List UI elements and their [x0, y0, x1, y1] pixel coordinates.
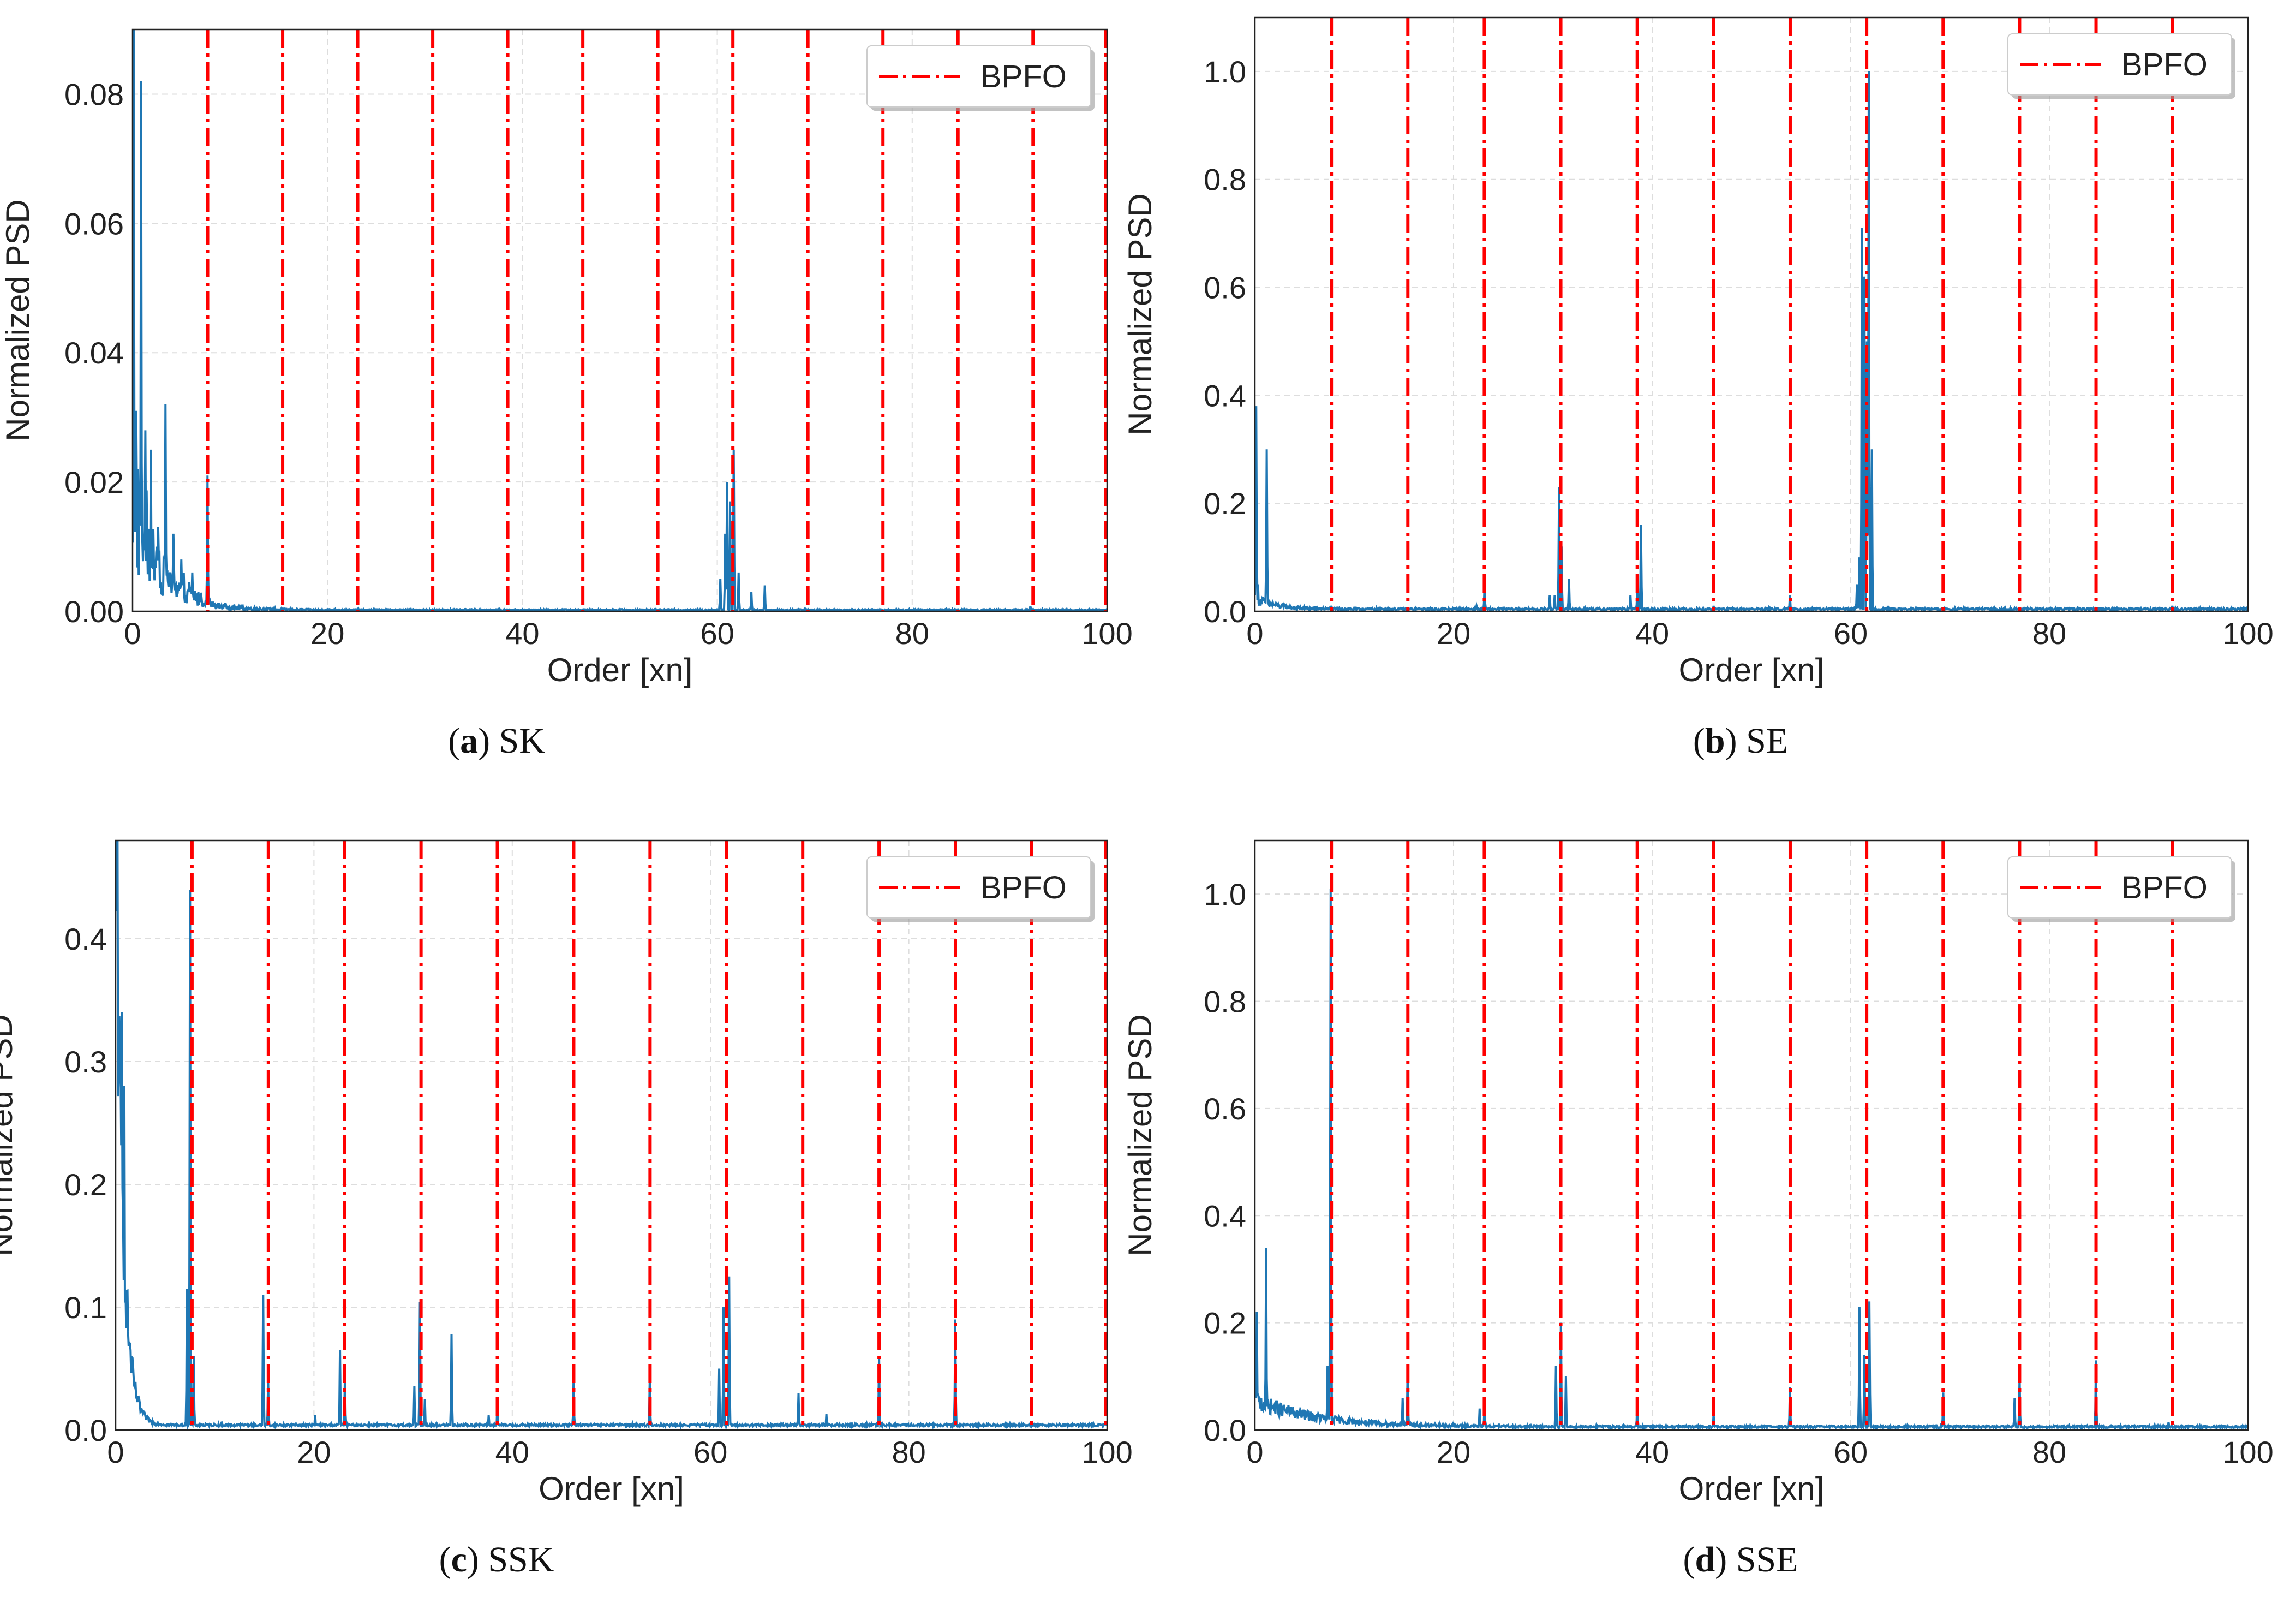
- x-tick-label: 60: [693, 1435, 727, 1469]
- y-axis-label: Normalized PSD: [1122, 1014, 1158, 1256]
- caption-c-text: SSK: [488, 1540, 554, 1580]
- y-axis-label: Normalized PSD: [0, 199, 36, 441]
- chart-c: 0 20 40 60 80 100 0.0 0.1 0.2 0.3 0.4 Order [xn] Nor…: [0, 839, 1133, 1507]
- spectrum-line-b: [1255, 71, 2248, 611]
- bpfo-lines-c: [190, 841, 1107, 1430]
- y-tick-label: 1.0: [1204, 877, 1246, 911]
- x-tick-label: 100: [2222, 1435, 2273, 1469]
- x-tick-label: 80: [2032, 616, 2066, 651]
- legend-c: BPFO: [866, 856, 1095, 922]
- x-tick-label: 80: [892, 1435, 925, 1469]
- caption-a-text: SK: [499, 721, 545, 761]
- caption-d-label: d: [1695, 1540, 1715, 1580]
- y-tick-label: 0.2: [64, 1167, 107, 1202]
- x-tick-label: 40: [1635, 1435, 1669, 1469]
- bpfo-lines-d: [1330, 841, 2174, 1430]
- legend-d: BPFO: [2007, 856, 2235, 922]
- x-tick-label: 100: [1081, 616, 1132, 651]
- x-tick-label: 40: [1635, 616, 1669, 651]
- legend-label: BPFO: [980, 59, 1067, 94]
- caption-c: (c) SSK: [439, 1540, 554, 1580]
- x-tick-label: 20: [297, 1435, 331, 1469]
- x-tick-label: 60: [1834, 1435, 1868, 1469]
- x-axis-label: Order [xn]: [1679, 1470, 1825, 1507]
- y-tick-label: 0.4: [1204, 1199, 1246, 1233]
- y-tick-label: 0.2: [1204, 1306, 1246, 1340]
- legend-box: [2007, 33, 2232, 96]
- legend-b: BPFO: [2007, 33, 2235, 99]
- x-tick-label: 20: [310, 616, 344, 651]
- x-tick-label: 20: [1437, 616, 1470, 651]
- x-tick-label: 100: [2222, 616, 2273, 651]
- y-tick-label: 0.2: [1204, 486, 1246, 521]
- caption-d-text: SSE: [1736, 1540, 1798, 1580]
- x-axis-label: Order [xn]: [1679, 652, 1825, 688]
- x-tick-label: 100: [1081, 1435, 1132, 1469]
- x-axis-label: Order [xn]: [547, 652, 693, 688]
- x-tick-label: 80: [895, 616, 929, 651]
- grid-a: [132, 29, 1108, 612]
- legend-label: BPFO: [2121, 870, 2208, 905]
- legend-box: [866, 856, 1091, 919]
- x-tick-label: 60: [700, 616, 734, 651]
- y-tick-label: 0.3: [64, 1045, 107, 1079]
- grid-d: [1254, 841, 2249, 1431]
- spectrum-line-c: [116, 841, 1107, 1430]
- x-axis-label: Order [xn]: [539, 1470, 684, 1507]
- y-tick-label: 0.0: [1204, 594, 1246, 629]
- x-tick-label: 60: [1834, 616, 1868, 651]
- chart-b: 0 20 40 60 80 100 0.0 0.2 0.4 0.6 0.8 1.0 Order [xn]…: [1122, 16, 2274, 688]
- y-tick-label: 0.4: [1204, 378, 1246, 413]
- axes-frame-c: [115, 839, 1108, 1431]
- caption-b: (b) SE: [1693, 721, 1789, 761]
- x-tick-label: 0: [1246, 1435, 1263, 1469]
- legend-a: BPFO: [866, 45, 1095, 111]
- grid-b: [1254, 17, 2249, 612]
- x-tick-label: 0: [124, 616, 141, 651]
- bpfo-lines-b: [1330, 17, 2174, 611]
- y-tick-label: 0.06: [64, 206, 124, 241]
- caption-b-label: b: [1705, 721, 1725, 761]
- y-tick-label: 0.6: [1204, 271, 1246, 305]
- spectrum-line-d: [1255, 889, 2248, 1430]
- y-tick-label: 0.0: [1204, 1413, 1246, 1447]
- legend-box: [2007, 856, 2232, 919]
- y-tick-label: 0.8: [1204, 163, 1246, 197]
- y-tick-label: 0.08: [64, 77, 124, 111]
- y-tick-label: 0.8: [1204, 985, 1246, 1019]
- x-tick-label: 40: [505, 616, 539, 651]
- axes-frame-d: [1254, 839, 2249, 1431]
- legend-label: BPFO: [980, 870, 1067, 905]
- x-tick-label: 20: [1437, 1435, 1470, 1469]
- y-tick-label: 0.6: [1204, 1092, 1246, 1126]
- x-tick-label: 80: [2032, 1435, 2066, 1469]
- chart-d: 0 20 40 60 80 100 0.0 0.2 0.4 0.6 0.8 1.0 Order [xn]…: [1122, 839, 2274, 1507]
- legend-label: BPFO: [2121, 47, 2208, 82]
- caption-d: (d) SSE: [1683, 1540, 1798, 1580]
- y-tick-label: 1.0: [1204, 55, 1246, 89]
- y-axis-label: Normalized PSD: [0, 1014, 19, 1256]
- y-tick-label: 0.0: [64, 1413, 107, 1447]
- x-tick-label: 0: [107, 1435, 124, 1469]
- caption-c-label: c: [451, 1540, 467, 1580]
- y-tick-label: 0.1: [64, 1290, 107, 1325]
- caption-a: (a) SK: [448, 721, 545, 761]
- caption-b-text: SE: [1746, 721, 1789, 761]
- y-tick-label: 0.02: [64, 465, 124, 499]
- chart-a: 0 20 40 60 80 100 0.00 0.02 0.04 0.06 0.08 Order [x…: [0, 28, 1133, 688]
- x-tick-label: 40: [495, 1435, 529, 1469]
- spectrum-line-a: [133, 29, 1107, 611]
- y-tick-label: 0.04: [64, 336, 124, 370]
- y-tick-label: 0.00: [64, 594, 124, 629]
- axes-frame-a: [131, 28, 1108, 612]
- x-tick-label: 0: [1246, 616, 1263, 651]
- y-tick-label: 0.4: [64, 922, 107, 956]
- y-axis-label: Normalized PSD: [1122, 193, 1158, 435]
- caption-a-label: a: [460, 721, 479, 761]
- legend-box: [866, 45, 1091, 108]
- bpfo-lines-a: [206, 29, 1107, 611]
- axes-frame-b: [1254, 16, 2249, 612]
